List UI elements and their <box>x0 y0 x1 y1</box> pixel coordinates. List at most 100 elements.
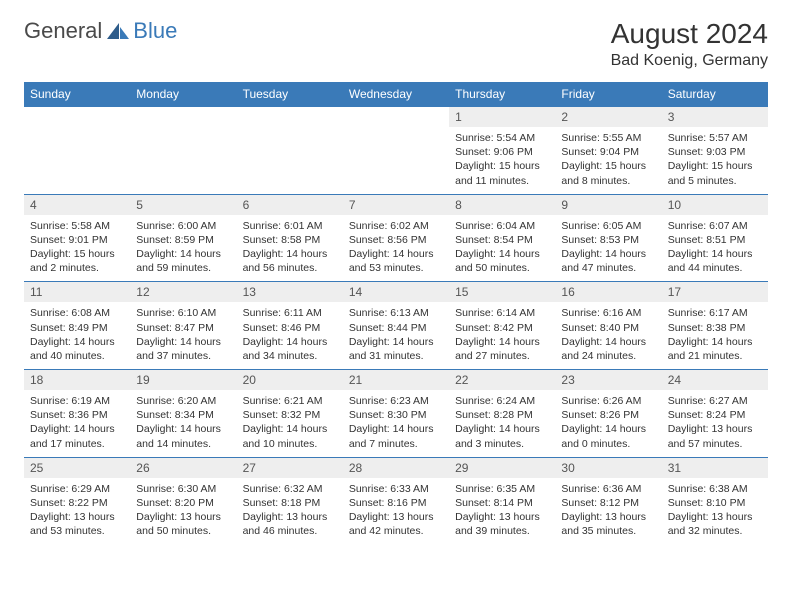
day-info-row: Sunrise: 6:08 AMSunset: 8:49 PMDaylight:… <box>24 302 768 369</box>
location: Bad Koenig, Germany <box>611 52 768 70</box>
day-info: Sunrise: 6:00 AMSunset: 8:59 PMDaylight:… <box>130 215 236 282</box>
sunrise-text: Sunrise: 6:35 AM <box>455 482 549 496</box>
day-number: 30 <box>555 457 661 478</box>
day-info: Sunrise: 6:10 AMSunset: 8:47 PMDaylight:… <box>130 302 236 369</box>
day-info: Sunrise: 5:54 AMSunset: 9:06 PMDaylight:… <box>449 127 555 194</box>
daylight-text: Daylight: 15 hours and 8 minutes. <box>561 159 655 187</box>
daylight-text: Daylight: 14 hours and 59 minutes. <box>136 247 230 275</box>
daylight-text: Daylight: 13 hours and 46 minutes. <box>243 510 337 538</box>
sunset-text: Sunset: 8:59 PM <box>136 233 230 247</box>
day-number: 31 <box>662 457 768 478</box>
sunrise-text: Sunrise: 5:54 AM <box>455 131 549 145</box>
day-info: Sunrise: 6:04 AMSunset: 8:54 PMDaylight:… <box>449 215 555 282</box>
sunrise-text: Sunrise: 6:00 AM <box>136 219 230 233</box>
sunrise-text: Sunrise: 6:27 AM <box>668 394 762 408</box>
calendar-table: Sunday Monday Tuesday Wednesday Thursday… <box>24 82 768 544</box>
sunset-text: Sunset: 9:06 PM <box>455 145 549 159</box>
day-number: 7 <box>343 194 449 215</box>
sunrise-text: Sunrise: 6:19 AM <box>30 394 124 408</box>
sunrise-text: Sunrise: 6:04 AM <box>455 219 549 233</box>
day-number: 5 <box>130 194 236 215</box>
daylight-text: Daylight: 14 hours and 10 minutes. <box>243 422 337 450</box>
day-header-sun: Sunday <box>24 82 130 107</box>
day-number: 22 <box>449 370 555 391</box>
day-number: 10 <box>662 194 768 215</box>
sunrise-text: Sunrise: 6:02 AM <box>349 219 443 233</box>
day-info: Sunrise: 6:32 AMSunset: 8:18 PMDaylight:… <box>237 478 343 545</box>
day-info: Sunrise: 5:57 AMSunset: 9:03 PMDaylight:… <box>662 127 768 194</box>
title-block: August 2024 Bad Koenig, Germany <box>611 18 768 70</box>
sunset-text: Sunset: 9:01 PM <box>30 233 124 247</box>
sunset-text: Sunset: 8:30 PM <box>349 408 443 422</box>
day-info: Sunrise: 6:11 AMSunset: 8:46 PMDaylight:… <box>237 302 343 369</box>
day-info: Sunrise: 6:29 AMSunset: 8:22 PMDaylight:… <box>24 478 130 545</box>
day-info: Sunrise: 6:16 AMSunset: 8:40 PMDaylight:… <box>555 302 661 369</box>
day-number: 3 <box>662 107 768 128</box>
sunset-text: Sunset: 8:34 PM <box>136 408 230 422</box>
daylight-text: Daylight: 14 hours and 34 minutes. <box>243 335 337 363</box>
daylight-text: Daylight: 14 hours and 47 minutes. <box>561 247 655 275</box>
logo-sail-icon <box>105 21 131 41</box>
day-info: Sunrise: 6:33 AMSunset: 8:16 PMDaylight:… <box>343 478 449 545</box>
sunset-text: Sunset: 8:24 PM <box>668 408 762 422</box>
day-number-row: 18192021222324 <box>24 370 768 391</box>
day-number: 4 <box>24 194 130 215</box>
day-info: Sunrise: 6:17 AMSunset: 8:38 PMDaylight:… <box>662 302 768 369</box>
day-info <box>24 127 130 194</box>
day-info: Sunrise: 6:01 AMSunset: 8:58 PMDaylight:… <box>237 215 343 282</box>
daylight-text: Daylight: 14 hours and 21 minutes. <box>668 335 762 363</box>
daylight-text: Daylight: 14 hours and 3 minutes. <box>455 422 549 450</box>
sunset-text: Sunset: 8:49 PM <box>30 321 124 335</box>
sunrise-text: Sunrise: 6:30 AM <box>136 482 230 496</box>
daylight-text: Daylight: 13 hours and 39 minutes. <box>455 510 549 538</box>
daylight-text: Daylight: 15 hours and 5 minutes. <box>668 159 762 187</box>
day-number <box>130 107 236 128</box>
daylight-text: Daylight: 14 hours and 44 minutes. <box>668 247 762 275</box>
daylight-text: Daylight: 14 hours and 56 minutes. <box>243 247 337 275</box>
day-number: 9 <box>555 194 661 215</box>
day-number: 13 <box>237 282 343 303</box>
sunrise-text: Sunrise: 6:29 AM <box>30 482 124 496</box>
day-info: Sunrise: 6:21 AMSunset: 8:32 PMDaylight:… <box>237 390 343 457</box>
day-info: Sunrise: 6:08 AMSunset: 8:49 PMDaylight:… <box>24 302 130 369</box>
sunrise-text: Sunrise: 6:36 AM <box>561 482 655 496</box>
logo-text-general: General <box>24 18 102 44</box>
daylight-text: Daylight: 14 hours and 40 minutes. <box>30 335 124 363</box>
logo: General Blue <box>24 18 177 44</box>
day-number-row: 123 <box>24 107 768 128</box>
month-title: August 2024 <box>611 18 768 50</box>
sunrise-text: Sunrise: 5:55 AM <box>561 131 655 145</box>
day-info-row: Sunrise: 6:19 AMSunset: 8:36 PMDaylight:… <box>24 390 768 457</box>
day-info: Sunrise: 6:26 AMSunset: 8:26 PMDaylight:… <box>555 390 661 457</box>
sunrise-text: Sunrise: 6:16 AM <box>561 306 655 320</box>
day-info-row: Sunrise: 5:58 AMSunset: 9:01 PMDaylight:… <box>24 215 768 282</box>
day-number: 16 <box>555 282 661 303</box>
sunrise-text: Sunrise: 6:24 AM <box>455 394 549 408</box>
day-number: 17 <box>662 282 768 303</box>
sunrise-text: Sunrise: 6:21 AM <box>243 394 337 408</box>
day-info: Sunrise: 6:20 AMSunset: 8:34 PMDaylight:… <box>130 390 236 457</box>
day-header-wed: Wednesday <box>343 82 449 107</box>
sunset-text: Sunset: 8:16 PM <box>349 496 443 510</box>
calendar-page: General Blue August 2024 Bad Koenig, Ger… <box>0 0 792 562</box>
sunset-text: Sunset: 8:54 PM <box>455 233 549 247</box>
day-number: 18 <box>24 370 130 391</box>
day-number: 29 <box>449 457 555 478</box>
daylight-text: Daylight: 14 hours and 50 minutes. <box>455 247 549 275</box>
sunrise-text: Sunrise: 6:38 AM <box>668 482 762 496</box>
daylight-text: Daylight: 15 hours and 2 minutes. <box>30 247 124 275</box>
daylight-text: Daylight: 13 hours and 53 minutes. <box>30 510 124 538</box>
day-info-row: Sunrise: 5:54 AMSunset: 9:06 PM Daylight:… <box>24 127 768 194</box>
day-number: 1 <box>449 107 555 128</box>
day-number: 27 <box>237 457 343 478</box>
daylight-text: Daylight: 14 hours and 24 minutes. <box>561 335 655 363</box>
daylight-text: Daylight: 13 hours and 32 minutes. <box>668 510 762 538</box>
sunset-text: Sunset: 8:51 PM <box>668 233 762 247</box>
sunset-text: Sunset: 9:04 PM <box>561 145 655 159</box>
sunrise-text: Sunrise: 6:01 AM <box>243 219 337 233</box>
sunrise-text: Sunrise: 6:11 AM <box>243 306 337 320</box>
sunrise-text: Sunrise: 6:05 AM <box>561 219 655 233</box>
day-info: Sunrise: 6:35 AMSunset: 8:14 PMDaylight:… <box>449 478 555 545</box>
sunrise-text: Sunrise: 5:58 AM <box>30 219 124 233</box>
day-number-row: 11121314151617 <box>24 282 768 303</box>
